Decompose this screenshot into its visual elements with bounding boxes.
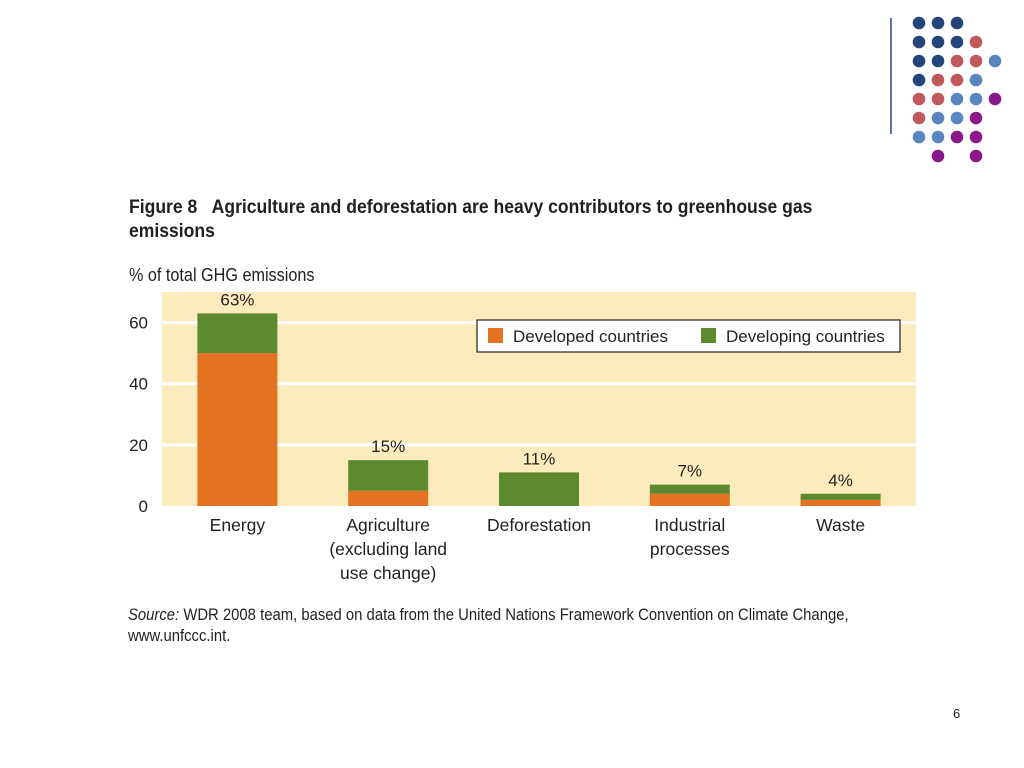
decor-dot bbox=[950, 35, 964, 49]
figure-title-line1: Agriculture and deforestation are heavy … bbox=[211, 196, 813, 218]
bar-developed bbox=[197, 353, 278, 506]
decor-dot bbox=[950, 92, 964, 106]
bar-total-label: 11% bbox=[523, 449, 556, 468]
bar-developing bbox=[499, 472, 579, 506]
bar-developing bbox=[348, 460, 429, 491]
page-number: 6 bbox=[953, 706, 961, 721]
bar-developed bbox=[348, 490, 429, 506]
decor-dot bbox=[988, 92, 1002, 106]
decor-dot bbox=[931, 35, 945, 49]
decor-dot bbox=[931, 54, 945, 68]
decor-dot bbox=[988, 54, 1002, 68]
decor-dot bbox=[912, 111, 926, 125]
decor-dot bbox=[912, 54, 926, 68]
decor-dot bbox=[912, 16, 926, 30]
decor-dot bbox=[950, 130, 964, 144]
y-tick-label: 60 bbox=[129, 314, 148, 333]
decor-dot bbox=[950, 16, 964, 30]
decor-dot bbox=[912, 130, 926, 144]
source-url: www.unfccc.int. bbox=[128, 627, 231, 645]
decor-dot bbox=[950, 54, 964, 68]
source-label: Source: bbox=[128, 606, 180, 624]
bar-developing bbox=[197, 313, 278, 354]
decor-dot bbox=[912, 92, 926, 106]
decor-dot bbox=[950, 73, 964, 87]
y-tick-label: 20 bbox=[129, 436, 148, 455]
decor-dot bbox=[912, 73, 926, 87]
decor-dot bbox=[912, 35, 926, 49]
decor-dot bbox=[931, 92, 945, 106]
decor-dot bbox=[931, 111, 945, 125]
decor-dot bbox=[969, 92, 983, 106]
x-tick-label: Deforestation bbox=[487, 515, 591, 535]
legend-label: Developing countries bbox=[726, 327, 885, 346]
decor-dot bbox=[950, 111, 964, 125]
decor-dot bbox=[969, 149, 983, 163]
decor-dot bbox=[969, 35, 983, 49]
x-tick-label: Energy bbox=[210, 515, 266, 535]
legend-swatch bbox=[488, 328, 503, 343]
decor-dot bbox=[931, 73, 945, 87]
bar-developing bbox=[649, 484, 730, 494]
legend-swatch bbox=[701, 328, 716, 343]
legend-box bbox=[476, 319, 901, 353]
x-tick-label: Waste bbox=[816, 515, 865, 535]
y-axis-label: % of total GHG emissions bbox=[129, 265, 315, 285]
x-tick-label: Industrial bbox=[654, 515, 725, 535]
decor-dot bbox=[931, 130, 945, 144]
bar-developed bbox=[800, 499, 881, 506]
legend-label: Developed countries bbox=[513, 327, 668, 346]
decor-dot bbox=[969, 130, 983, 144]
decor-dot bbox=[969, 111, 983, 125]
x-tick-label: processes bbox=[650, 539, 730, 559]
chart-legend: Developed countries Developing countries bbox=[476, 319, 901, 353]
bar-developed bbox=[649, 493, 730, 506]
y-tick-label: 40 bbox=[129, 375, 148, 394]
figure-title-line2: emissions bbox=[129, 220, 215, 242]
dot-grid-decoration bbox=[912, 16, 1002, 163]
y-tick-label: 0 bbox=[139, 497, 148, 516]
bar-total-label: 63% bbox=[220, 290, 254, 309]
bar-total-label: 15% bbox=[371, 437, 405, 456]
bar-total-label: 7% bbox=[678, 462, 703, 481]
decor-dot bbox=[969, 73, 983, 87]
decor-dot bbox=[969, 54, 983, 68]
figure-title: Figure 8 Agriculture and deforestation ar… bbox=[129, 195, 813, 243]
x-tick-label: use change) bbox=[340, 563, 436, 583]
source-text: WDR 2008 team, based on data from the Un… bbox=[179, 606, 849, 624]
x-tick-label: Agriculture bbox=[346, 515, 430, 535]
stacked-bar-chart: 0 20 40 60 63% Energy 15% Agriculture (excluding… bbox=[129, 290, 916, 583]
figure-number: Figure 8 bbox=[129, 196, 198, 218]
decor-dot bbox=[931, 16, 945, 30]
bar-developing bbox=[800, 493, 881, 500]
source-note: Source: WDR 2008 team, based on data fro… bbox=[128, 605, 849, 647]
x-tick-label: (excluding land bbox=[329, 539, 447, 559]
bar-total-label: 4% bbox=[828, 471, 853, 490]
decor-dot bbox=[931, 149, 945, 163]
